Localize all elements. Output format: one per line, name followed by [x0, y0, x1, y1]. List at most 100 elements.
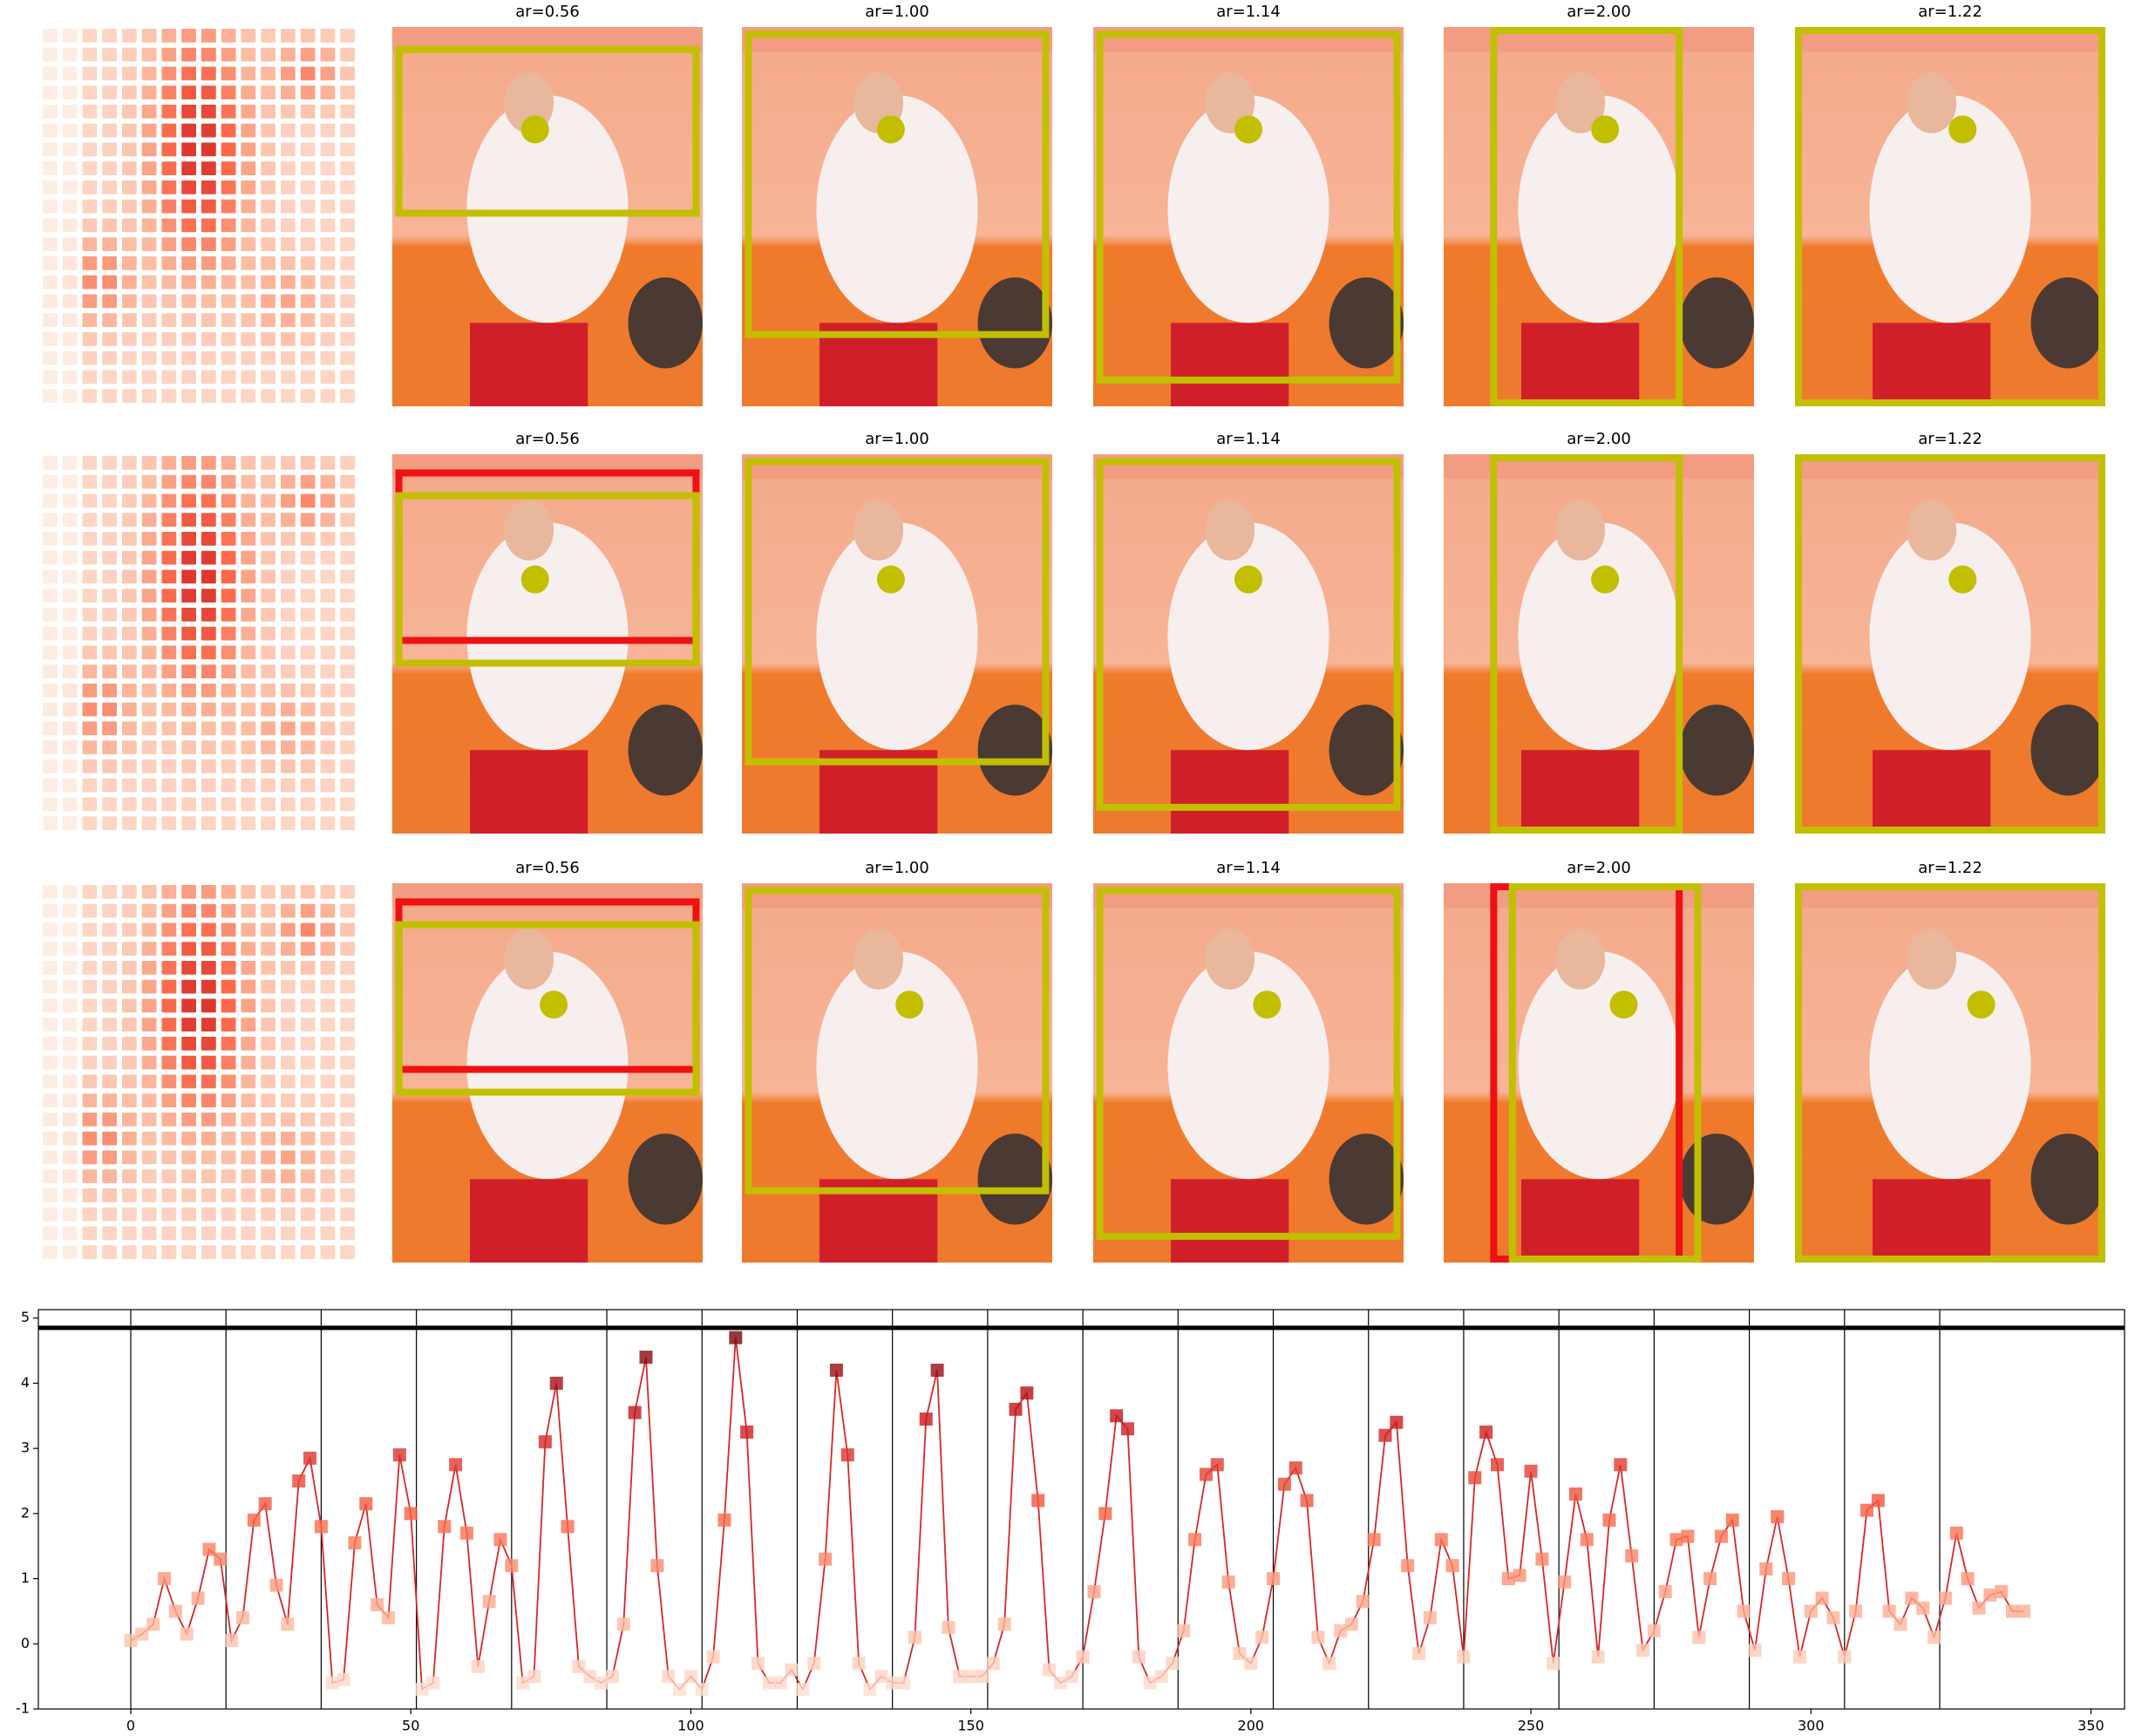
- heatmap-cell: [261, 1093, 275, 1107]
- heatmap-cell: [261, 797, 275, 812]
- heatmap-cell: [300, 142, 316, 157]
- heatmap-cell: [102, 626, 117, 641]
- heatmap-cell: [141, 885, 157, 899]
- heatmap-cell: [320, 1074, 336, 1089]
- heatmap-cell: [122, 29, 137, 43]
- heatmap-cell: [181, 370, 196, 385]
- player-shorts: [1521, 323, 1640, 406]
- heatmap-cell: [281, 105, 296, 119]
- x-tick-label: 0: [126, 1718, 135, 1734]
- heatmap-cell: [43, 942, 58, 956]
- marker: [281, 1617, 295, 1631]
- y-tick-label: 4: [21, 1374, 30, 1391]
- heatmap-cell: [102, 1169, 117, 1183]
- heatmap-cell: [122, 199, 137, 214]
- heatmap-cell: [43, 885, 58, 899]
- heatmap-cell: [201, 569, 216, 584]
- heatmap-cell: [122, 979, 137, 994]
- marker: [359, 1497, 373, 1511]
- player-head: [504, 500, 554, 561]
- heatmap-cell: [241, 550, 256, 565]
- heatmap-cell: [261, 1055, 275, 1070]
- heatmap-cell: [161, 778, 177, 793]
- heatmap-cell: [122, 608, 137, 622]
- heatmap-cell: [320, 816, 336, 830]
- heatmap-cell: [161, 161, 177, 175]
- focus-point: [1591, 115, 1620, 144]
- heatmap-cell: [141, 29, 157, 43]
- heatmap-cell: [320, 370, 336, 385]
- heatmap-cell: [62, 1245, 78, 1259]
- heatmap-cell: [320, 569, 336, 584]
- heatmap-cell: [62, 922, 78, 937]
- heatmap-cell: [300, 608, 316, 622]
- heatmap-cell: [320, 942, 336, 956]
- heatmap-cell: [300, 922, 316, 937]
- heatmap-cell: [43, 142, 58, 157]
- heatmap-cell: [181, 1018, 196, 1031]
- marker: [303, 1451, 317, 1465]
- heatmap-cell: [241, 1131, 256, 1146]
- heatmap-cell: [340, 589, 355, 602]
- plot-frame: [37, 1309, 2125, 1710]
- heatmap-cell: [122, 85, 137, 99]
- heatmap-cell: [43, 998, 58, 1013]
- heatmap-cell: [261, 903, 275, 918]
- player-shorts: [1521, 1179, 1640, 1263]
- net: [742, 883, 1052, 908]
- player-head: [1907, 929, 1957, 990]
- heatmap-cell: [43, 608, 58, 622]
- heatmap-cell: [320, 1037, 336, 1051]
- heatmap-cell: [43, 532, 58, 546]
- heatmap-cell: [300, 313, 316, 327]
- player-shorts: [1171, 323, 1289, 406]
- heatmap-cell: [102, 513, 117, 527]
- heatmap-cell: [161, 85, 177, 99]
- heatmap-cell: [141, 684, 157, 698]
- focus-point: [520, 115, 549, 144]
- heatmap-cell: [122, 313, 137, 327]
- heatmap-cell: [122, 759, 137, 773]
- heatmap-cell: [62, 1150, 78, 1165]
- heatmap-cell: [181, 218, 196, 233]
- heatmap-cell: [181, 29, 196, 43]
- heatmap-cell: [340, 66, 355, 81]
- heatmap-cell: [62, 569, 78, 584]
- heatmap-cell: [62, 885, 78, 899]
- marker: [1849, 1604, 1863, 1618]
- heatmap-cell: [82, 294, 98, 309]
- heatmap-cell: [181, 332, 196, 346]
- heatmap-cell: [122, 589, 137, 602]
- marker: [1434, 1533, 1448, 1547]
- heatmap-cell: [141, 85, 157, 99]
- marker: [1277, 1477, 1291, 1491]
- heatmap-cell: [221, 998, 236, 1013]
- heatmap-cell: [241, 237, 256, 251]
- photo-panel: ar=0.56: [392, 859, 704, 1263]
- heatmap-cell: [141, 922, 157, 937]
- heatmap-cell: [300, 979, 316, 994]
- heatmap-cell: [281, 332, 296, 346]
- heatmap-cell: [300, 1093, 316, 1107]
- heatmap-cell: [82, 218, 98, 233]
- heatmap-cell: [281, 961, 296, 975]
- panel-title: ar=1.22: [1918, 859, 1982, 877]
- marker: [258, 1497, 272, 1511]
- heatmap-cell: [320, 664, 336, 678]
- heatmap-cell: [181, 1169, 196, 1183]
- heatmap-cell: [261, 589, 275, 602]
- focus-point: [1948, 115, 1977, 144]
- heatmap-cell: [102, 370, 117, 385]
- crop-box: [1490, 27, 1683, 406]
- heatmap-cell: [102, 1074, 117, 1089]
- heatmap-cell: [102, 456, 117, 470]
- heatmap-cell: [221, 1055, 236, 1070]
- heatmap-cell: [340, 47, 355, 62]
- panel-title: ar=2.00: [1567, 3, 1631, 21]
- heatmap-cell: [300, 702, 316, 717]
- heatmap-cell: [221, 1188, 236, 1202]
- marker: [325, 1676, 339, 1690]
- heatmap-cell: [122, 1037, 137, 1051]
- x-tick-label: 50: [402, 1718, 419, 1734]
- heatmap-cell: [181, 474, 196, 489]
